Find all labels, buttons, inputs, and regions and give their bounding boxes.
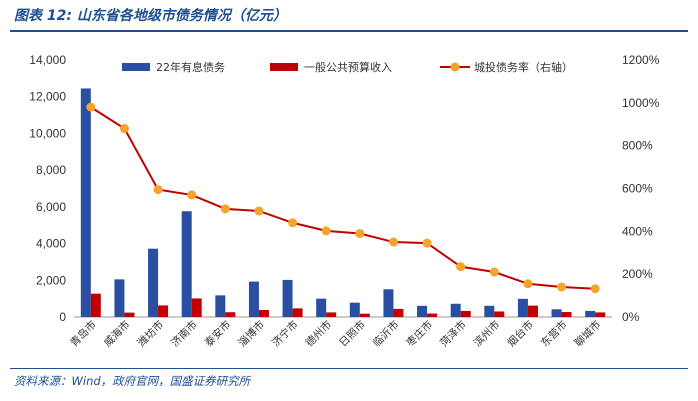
debt-ratio-point bbox=[86, 102, 96, 112]
bar-interest-debt bbox=[80, 88, 91, 317]
title-divider bbox=[10, 30, 688, 32]
bar-budget-revenue bbox=[225, 312, 236, 317]
bar-budget-revenue bbox=[427, 313, 438, 317]
legend-label: 22年有息债务 bbox=[156, 60, 225, 74]
debt-ratio-point bbox=[422, 238, 432, 248]
y-right-tick-label: 400% bbox=[622, 224, 653, 238]
bar-interest-debt bbox=[114, 279, 125, 317]
bar-interest-debt bbox=[383, 289, 394, 317]
debt-ratio-point bbox=[523, 279, 533, 289]
debt-ratio-point bbox=[220, 204, 230, 214]
x-category-label: 淄博市 bbox=[236, 318, 267, 349]
bar-interest-debt bbox=[215, 295, 226, 317]
chart-title: 图表 12: 山东省各地级市债务情况（亿元） bbox=[14, 8, 287, 24]
bar-interest-debt bbox=[316, 298, 327, 317]
bar-budget-revenue bbox=[561, 312, 572, 317]
bar-budget-revenue bbox=[258, 310, 269, 317]
x-category-label: 威海市 bbox=[101, 318, 132, 349]
y-left-tick-label: 2,000 bbox=[36, 273, 66, 287]
source-note: 资料来源：Wind，政府官网，国盛证券研究所 bbox=[14, 374, 251, 388]
debt-ratio-point bbox=[355, 228, 365, 238]
bar-interest-debt bbox=[282, 279, 293, 317]
y-right-tick-label: 200% bbox=[622, 267, 653, 281]
y-right-tick-label: 1200% bbox=[622, 53, 660, 67]
debt-ratio-point bbox=[456, 262, 466, 272]
legend-swatch bbox=[270, 63, 298, 71]
debt-ratio-line bbox=[90, 106, 596, 290]
y-left-tick-label: 14,000 bbox=[29, 53, 66, 67]
bar-interest-debt bbox=[517, 298, 528, 317]
y-left-tick-label: 8,000 bbox=[36, 163, 66, 177]
debt-ratio-point bbox=[288, 218, 298, 228]
debt-ratio-point bbox=[557, 282, 567, 292]
chart-canvas: 0 2,000 4,000 6,000 8,000 10,000 12,000 14,000 0… bbox=[29, 53, 660, 349]
y-left-tick-label: 0 bbox=[59, 310, 66, 324]
legend-marker bbox=[450, 62, 460, 72]
y-right-tick-label: 800% bbox=[622, 139, 653, 153]
bar-interest-debt bbox=[417, 305, 428, 317]
chart-legend: 22年有息债务 一般公共预算收入 城投债务率（右轴） bbox=[122, 60, 573, 74]
x-category-label: 济宁市 bbox=[269, 318, 300, 349]
debt-ratio-point bbox=[321, 226, 331, 236]
debt-ratio-point bbox=[590, 284, 600, 294]
x-category-label: 菏泽市 bbox=[437, 318, 468, 349]
y-right-tick-label: 600% bbox=[622, 182, 653, 196]
bar-interest-debt bbox=[585, 310, 596, 317]
y-right-tick-label: 1000% bbox=[622, 96, 660, 110]
line-series bbox=[86, 102, 600, 294]
x-category-label: 泰安市 bbox=[202, 318, 233, 349]
x-category-label: 烟台市 bbox=[505, 318, 536, 349]
debt-ratio-point bbox=[153, 185, 163, 195]
debt-ratio-point bbox=[187, 190, 197, 200]
bar-interest-debt bbox=[148, 248, 159, 317]
bar-budget-revenue bbox=[191, 298, 202, 317]
bar-interest-debt bbox=[551, 309, 562, 317]
x-category-label: 青岛市 bbox=[67, 318, 98, 349]
bar-interest-debt bbox=[248, 281, 259, 317]
x-category-label: 日照市 bbox=[336, 318, 367, 349]
bar-budget-revenue bbox=[359, 313, 370, 317]
bar-series bbox=[80, 88, 606, 317]
legend-swatch bbox=[122, 63, 150, 71]
bar-budget-revenue bbox=[124, 312, 135, 317]
y-left-tick-label: 12,000 bbox=[29, 90, 66, 104]
bar-interest-debt bbox=[181, 211, 192, 317]
bar-budget-revenue bbox=[494, 311, 505, 317]
x-category-label: 滨州市 bbox=[471, 318, 502, 349]
y-left-tick-label: 4,000 bbox=[36, 237, 66, 251]
bar-interest-debt bbox=[484, 305, 495, 317]
bar-interest-debt bbox=[349, 302, 360, 317]
bar-budget-revenue bbox=[393, 308, 404, 317]
debt-ratio-point bbox=[388, 237, 398, 247]
x-category-label: 东营市 bbox=[538, 318, 569, 349]
debt-ratio-point bbox=[119, 124, 129, 134]
x-category-label: 济南市 bbox=[168, 318, 199, 349]
debt-ratio-point bbox=[489, 267, 499, 277]
x-category-label: 德州市 bbox=[303, 318, 334, 349]
bar-budget-revenue bbox=[158, 305, 169, 317]
x-category-label: 临沂市 bbox=[370, 318, 401, 349]
legend-label: 一般公共预算收入 bbox=[304, 60, 392, 74]
bar-budget-revenue bbox=[460, 310, 471, 317]
bar-budget-revenue bbox=[326, 312, 337, 317]
bar-budget-revenue bbox=[595, 312, 606, 317]
x-category-label: 聊城市 bbox=[572, 318, 603, 349]
bar-budget-revenue bbox=[527, 305, 538, 317]
legend-label: 城投债务率（右轴） bbox=[474, 60, 573, 74]
bar-budget-revenue bbox=[292, 308, 303, 317]
x-category-label: 潍坊市 bbox=[135, 318, 166, 349]
x-category-label: 枣庄市 bbox=[404, 318, 435, 349]
debt-ratio-point bbox=[254, 206, 264, 216]
y-left-tick-label: 6,000 bbox=[36, 200, 66, 214]
source-divider bbox=[10, 368, 688, 369]
bar-interest-debt bbox=[450, 303, 461, 317]
y-right-tick-label: 0% bbox=[622, 310, 640, 324]
bar-budget-revenue bbox=[90, 293, 101, 317]
y-left-tick-label: 10,000 bbox=[29, 126, 66, 140]
